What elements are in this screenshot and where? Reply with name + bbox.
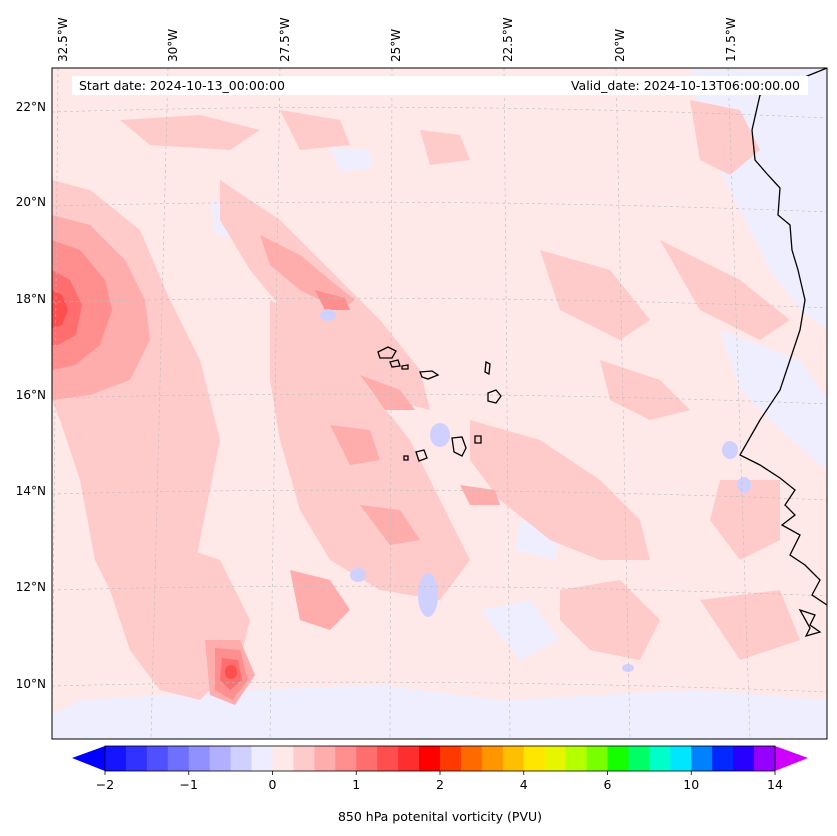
colorbar-cell <box>649 746 671 771</box>
lat-label: 20°N <box>16 195 46 209</box>
colorbar-cell <box>293 746 315 771</box>
colorbar-label: 850 hPa potenital vorticity (PVU) <box>338 809 542 824</box>
colorbar-cell <box>167 746 190 771</box>
colorbar-tick-label: 0 <box>269 777 277 792</box>
colorbar-cell <box>419 746 441 771</box>
info-box <box>72 76 808 95</box>
colorbar-cell <box>670 746 692 771</box>
lon-label: 25°W <box>389 29 403 62</box>
colorbar-cell <box>712 746 734 771</box>
lat-label: 14°N <box>16 484 46 498</box>
colorbar-under-arrow <box>72 746 105 771</box>
colorbar-cell <box>209 746 232 771</box>
valid-date-label: Valid_date: 2024-10-13T06:00:00.00 <box>571 78 800 93</box>
colorbar-over-arrow <box>775 746 808 771</box>
colorbar-cell <box>502 746 525 771</box>
lat-label: 16°N <box>16 388 46 402</box>
lat-label: 12°N <box>16 580 46 594</box>
colorbar-cell <box>188 746 211 771</box>
colorbar-tick-label: 2 <box>436 777 444 792</box>
colorbar-cell <box>105 746 127 771</box>
colorbar-cell <box>335 746 357 771</box>
colorbar-tick-label: 14 <box>767 777 783 792</box>
lon-label: 27.5°W <box>278 17 292 62</box>
colorbar-cell <box>565 746 587 771</box>
start-date-label: Start date: 2024-10-13_00:00:00 <box>79 78 285 93</box>
colorbar-tick-label: 4 <box>520 777 528 792</box>
lat-label: 10°N <box>16 677 46 691</box>
colorbar-tick-label: −2 <box>96 777 114 792</box>
colorbar-cell <box>544 746 567 771</box>
colorbar-cell <box>628 746 650 771</box>
colorbar-cell <box>586 746 608 771</box>
colorbar-cell <box>377 746 399 771</box>
lon-label: 30°W <box>166 29 180 62</box>
lat-label: 18°N <box>16 292 46 306</box>
colorbar-tick-label: 10 <box>683 777 699 792</box>
colorbar-cell <box>314 746 336 771</box>
colorbar-cell <box>356 746 378 771</box>
colorbar-cell <box>440 746 462 771</box>
cape-verde-islands <box>377 346 502 462</box>
map-frame <box>51 67 828 740</box>
pv-negative-spots <box>320 309 751 672</box>
colorbar-cell <box>754 746 776 771</box>
colorbar-cell <box>398 746 420 771</box>
colorbar-ticks: −2 −1 0 1 2 4 6 10 14 <box>96 771 783 792</box>
lon-label: 32.5°W <box>56 17 70 62</box>
longitude-labels: 32.5°W 30°W 27.5°W 25°W 22.5°W 20°W 17.5… <box>56 17 738 62</box>
colorbar-cell <box>733 746 755 771</box>
lon-label: 22.5°W <box>501 17 515 62</box>
colorbar-tick-label: 1 <box>352 777 360 792</box>
colorbar-cell <box>125 746 148 771</box>
colorbar-tick-label: 6 <box>604 777 612 792</box>
gridlines <box>52 68 827 739</box>
pv-field <box>52 68 827 739</box>
colorbar-cell <box>691 746 713 771</box>
lon-label: 20°W <box>613 29 627 62</box>
colorbar-cell <box>251 746 273 771</box>
colorbar-cell <box>460 746 483 771</box>
colorbar-cell <box>146 746 169 771</box>
lon-label: 17.5°W <box>724 17 738 62</box>
colorbar-cell <box>230 746 252 771</box>
colorbar-cell <box>272 746 294 771</box>
colorbar-cells <box>105 746 776 771</box>
colorbar-cell <box>607 746 629 771</box>
coastline <box>739 68 827 638</box>
pv-positive-level5 <box>52 290 237 679</box>
lat-label: 22°N <box>16 100 46 114</box>
latitude-labels: 22°N 20°N 18°N 16°N 14°N 12°N 10°N <box>16 100 46 691</box>
colorbar-cell <box>523 746 546 771</box>
colorbar-cell <box>481 746 504 771</box>
colorbar-tick-label: −1 <box>180 777 198 792</box>
colorbar: −2 −1 0 1 2 4 6 10 14 850 hPa potenital vorticit… <box>72 745 808 824</box>
